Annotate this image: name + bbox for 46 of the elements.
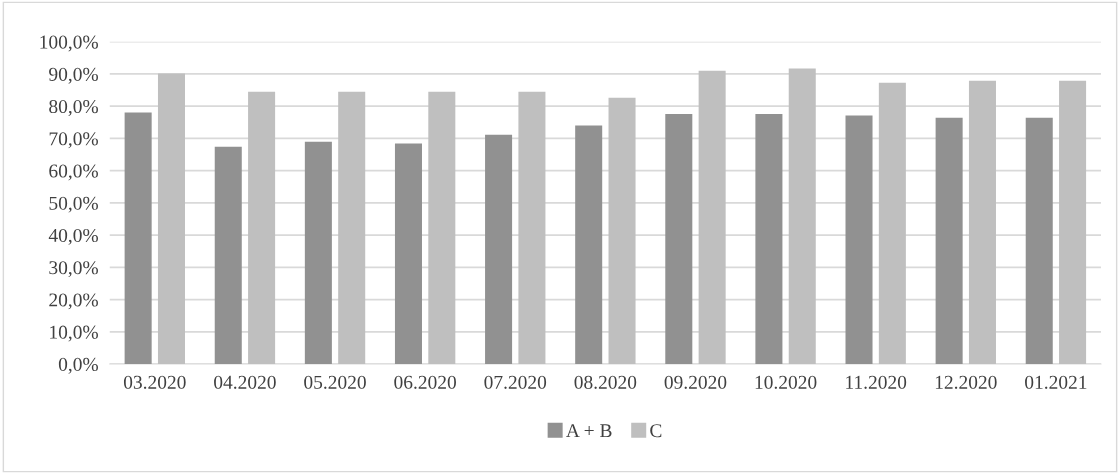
legend-label: C (650, 424, 662, 438)
y-tick-label: 50,0% (49, 196, 98, 213)
bar (394, 143, 422, 365)
bar (124, 112, 152, 365)
y-tick-label: 30,0% (49, 261, 98, 278)
bar (485, 134, 513, 365)
y-tick-label: 80,0% (49, 99, 98, 116)
x-tick-label: 08.2020 (574, 375, 637, 389)
x-tick-label: 06.2020 (394, 375, 456, 389)
legend-label: A + B (566, 424, 612, 438)
bar (304, 141, 332, 365)
x-tick-label: 09.2020 (664, 375, 727, 389)
x-tick-label: 12.2020 (935, 375, 997, 389)
x-tick-label: 03.2020 (123, 375, 186, 389)
bar (878, 82, 906, 365)
bar (665, 113, 693, 365)
x-tick-label: 11.2020 (846, 375, 907, 389)
bar (157, 73, 185, 365)
bar (845, 115, 873, 365)
y-tick-label: 70,0% (49, 132, 98, 149)
bar (575, 125, 603, 365)
bar (608, 97, 636, 365)
bar (428, 91, 456, 365)
x-tick-label: 07.2020 (484, 375, 547, 389)
y-tick-label: 60,0% (49, 164, 98, 181)
bar (968, 80, 996, 365)
y-tick-label: 20,0% (49, 293, 98, 310)
bar (755, 113, 783, 365)
y-tick-label: 40,0% (48, 228, 98, 245)
x-tick-label: 10.2020 (755, 375, 817, 389)
bar (518, 91, 546, 365)
bar (788, 68, 816, 365)
x-tick-label: 01.2021 (1025, 375, 1087, 389)
bar (338, 91, 366, 365)
bar (248, 91, 276, 365)
y-tick-label: 0,0% (58, 357, 98, 374)
bar (1059, 80, 1087, 365)
bar (935, 117, 963, 365)
y-tick-label: 10,0% (50, 325, 98, 342)
x-tick-label: 04.2020 (214, 375, 276, 389)
y-tick-label: 100,0% (40, 35, 98, 52)
bar (698, 70, 726, 365)
bar (1025, 117, 1053, 365)
bar (214, 146, 242, 365)
x-tick-label: 05.2020 (304, 375, 366, 389)
y-tick-label: 90,0% (49, 67, 98, 84)
